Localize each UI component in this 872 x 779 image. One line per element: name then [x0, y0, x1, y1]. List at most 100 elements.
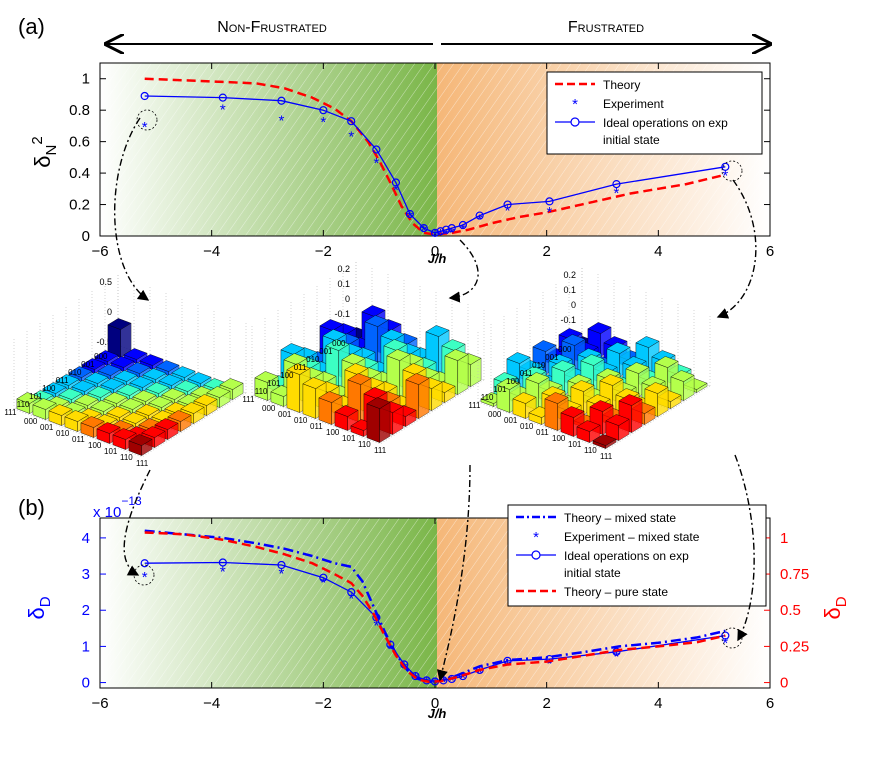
basis-label: 110	[358, 440, 371, 449]
basis-label: 010	[520, 422, 534, 431]
z-tick-label: 0.5	[99, 277, 112, 287]
basis-label: 111	[242, 395, 255, 404]
experiment-point: *	[393, 182, 399, 199]
ideal-point	[436, 227, 445, 236]
ideal-point	[319, 106, 328, 115]
legend-label: initial state	[603, 133, 660, 147]
experiment-point: *	[460, 670, 466, 687]
basis-label: 000	[262, 404, 276, 413]
experiment-point: *	[373, 155, 379, 172]
y-tick-label: 0.4	[69, 165, 90, 182]
y-tick-label: 1	[82, 638, 90, 655]
non-frustrated-label: Non-Frustrated	[217, 19, 327, 36]
basis-label: 000	[24, 417, 38, 426]
x-tick-label: 2	[542, 695, 550, 712]
y-right-tick-label: 0.25	[780, 638, 809, 655]
z-tick-label: 0	[345, 294, 350, 304]
experiment-point: *	[505, 202, 511, 219]
y-tick-label: 0.6	[69, 134, 90, 151]
x-tick-label: 6	[766, 243, 774, 260]
basis-label: 011	[310, 422, 323, 431]
ideal-point	[447, 224, 456, 233]
experiment-point: *	[142, 119, 148, 136]
ideal-point	[612, 647, 621, 656]
ideal-point	[372, 145, 381, 154]
z-tick-label: -0.5	[96, 337, 112, 347]
ideal-point	[218, 558, 227, 567]
basis-label: 010	[306, 355, 320, 364]
x-tick-label: 4	[654, 695, 662, 712]
experiment-point: *	[505, 657, 511, 674]
ideal-point	[140, 91, 149, 101]
experiment-point: *	[348, 128, 354, 145]
experiment-point: *	[320, 114, 326, 131]
experiment-point: *	[279, 113, 285, 130]
basis-label: 111	[4, 408, 17, 417]
legend-label: Ideal operations on exp	[564, 549, 689, 563]
bar	[366, 403, 380, 443]
experiment-point: *	[220, 102, 226, 119]
x-tick-label: −2	[315, 695, 332, 712]
experiment-point: *	[348, 591, 354, 608]
basis-label: 011	[72, 435, 85, 444]
experiment-point: *	[477, 212, 483, 229]
z-tick-label: 0.1	[563, 285, 576, 295]
ideal-point	[419, 224, 428, 233]
legend-label: Experiment	[603, 97, 664, 111]
series-line	[144, 529, 726, 684]
basis-label: 011	[56, 376, 69, 385]
b-yscale-label: x 10−13	[93, 494, 142, 521]
experiment-point: *	[440, 674, 446, 691]
basis-label: 001	[81, 360, 95, 369]
basis-label: 101	[29, 392, 43, 401]
legend-label: Theory – mixed state	[564, 511, 676, 525]
basis-label: 001	[545, 353, 559, 362]
basis-label: 101	[104, 447, 118, 456]
a-ylabel: δN2	[29, 136, 60, 167]
inset-middle: 0.20.10-0.1-0.20000000010010100100110111…	[242, 262, 485, 455]
experiment-point: *	[614, 648, 620, 665]
panel-a-plot: *** ****** * * * * *** ***	[140, 77, 730, 244]
connector-arrows	[113, 117, 757, 682]
basis-label: 100	[326, 428, 340, 437]
basis-label: 110	[481, 393, 494, 402]
basis-label: 000	[332, 339, 346, 348]
z-tick-label: 0.2	[337, 264, 350, 274]
x-tick-label: 6	[766, 695, 774, 712]
experiment-point: *	[547, 204, 553, 221]
basis-label: 100	[88, 441, 102, 450]
basis-label: 100	[552, 434, 566, 443]
ideal-point	[545, 654, 554, 664]
legend-label: Theory – pure state	[564, 585, 668, 599]
svg-text:δN2: δN2	[29, 136, 60, 167]
basis-label: 101	[493, 385, 507, 394]
experiment-point: *	[449, 673, 455, 690]
ideal-point	[721, 631, 730, 640]
experiment-point: *	[432, 675, 438, 692]
svg-text:δD: δD	[24, 596, 54, 619]
z-tick-label: 0.2	[563, 270, 576, 280]
basis-label: 010	[68, 368, 82, 377]
panel-b-legend: Theory – mixed state * Experiment – mixed …	[507, 504, 767, 607]
x-tick-label: 4	[654, 243, 662, 260]
y-tick-label: 0	[82, 675, 90, 692]
basis-label: 110	[584, 446, 597, 455]
y-right-tick-label: 0.75	[780, 566, 809, 583]
basis-label: 101	[342, 434, 356, 443]
ideal-point	[140, 559, 149, 568]
ideal-point	[347, 588, 356, 597]
experiment-point: *	[722, 168, 728, 185]
ideal-point	[442, 225, 451, 234]
ideal-point	[405, 209, 414, 219]
experiment-point: *	[387, 641, 393, 658]
experiment-point: *	[320, 574, 326, 591]
a-xlabel: J/h	[428, 251, 447, 266]
y-tick-label: 3	[82, 566, 90, 583]
inset-left: 0.50-0.500000000100101001001101110010010…	[4, 275, 247, 468]
x-tick-label: −6	[91, 695, 108, 712]
ideal-point	[218, 93, 227, 102]
basis-label: 110	[17, 400, 30, 409]
experiment-point: *	[722, 635, 728, 652]
